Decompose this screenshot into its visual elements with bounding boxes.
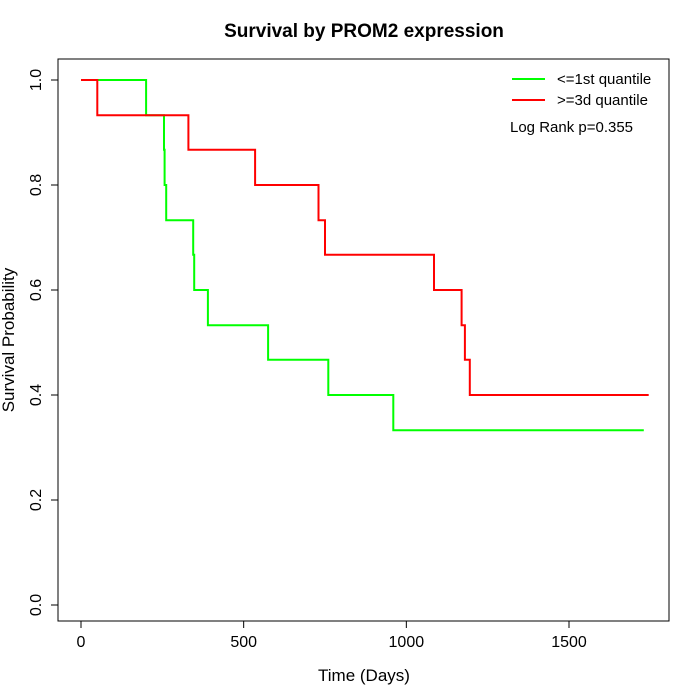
x-tick-label: 500: [230, 634, 257, 651]
x-tick-label: 0: [77, 634, 86, 651]
legend-label: >=3d quantile: [557, 92, 648, 109]
y-tick-label: 0.4: [28, 384, 45, 406]
legend: <=1st quantile >=3d quantile: [512, 71, 651, 109]
y-tick-label: 0.0: [28, 594, 45, 616]
y-axis: 0.0 0.2 0.4 0.6 0.8 1.0: [28, 69, 59, 616]
survival-curve-low: [81, 79, 644, 432]
x-tick-label: 1500: [551, 634, 587, 651]
series-group: [81, 79, 649, 432]
log-rank-annotation: Log Rank p=0.355: [510, 119, 633, 136]
y-tick-label: 0.2: [28, 489, 45, 511]
plot-frame: [57, 58, 670, 622]
x-tick-label: 1000: [389, 634, 425, 651]
survival-curve-high: [81, 79, 649, 396]
y-tick-label: 0.6: [28, 279, 45, 301]
x-axis: 0 500 1000 1500: [77, 620, 587, 651]
x-axis-label: Time (Days): [318, 666, 410, 685]
y-axis-label: Survival Probability: [0, 267, 18, 412]
legend-label: <=1st quantile: [557, 71, 651, 88]
chart-title: Survival by PROM2 expression: [224, 21, 504, 42]
y-tick-label: 1.0: [28, 69, 45, 91]
y-tick-label: 0.8: [28, 174, 45, 196]
